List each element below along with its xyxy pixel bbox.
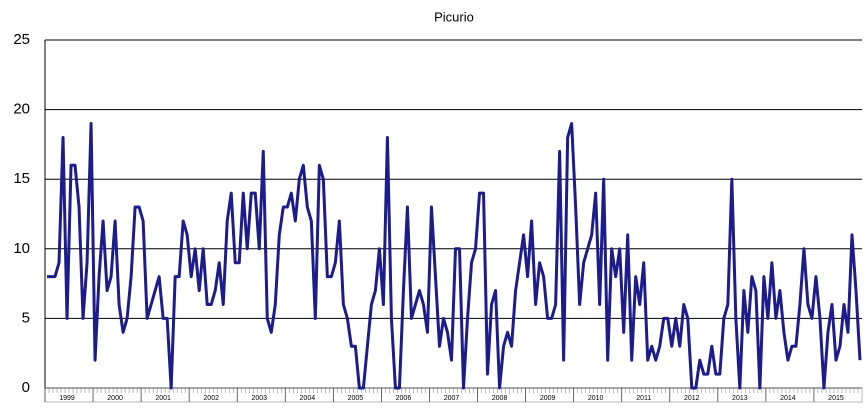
- x-tick-label: 2002: [203, 395, 219, 402]
- x-tick-label: 2007: [444, 395, 460, 402]
- x-tick-label: 2009: [540, 395, 556, 402]
- x-tick-label: 2003: [251, 395, 267, 402]
- y-tick-label: 5: [22, 309, 30, 326]
- x-tick-label: 2008: [492, 395, 508, 402]
- x-tick-label: 2012: [684, 395, 700, 402]
- x-tick-label: 2015: [828, 395, 844, 402]
- y-tick-label: 25: [13, 31, 30, 48]
- x-tick-label: 1999: [59, 395, 75, 402]
- data-line: [47, 122, 862, 390]
- x-tick-label: 2014: [780, 395, 796, 402]
- y-tick-label: 0: [22, 379, 30, 396]
- y-tick-label: 10: [13, 240, 30, 257]
- y-tick-label: 20: [13, 101, 30, 118]
- x-tick-label: 2006: [396, 395, 412, 402]
- x-tick-label: 2010: [588, 395, 604, 402]
- x-tick-label: 2000: [107, 395, 123, 402]
- y-tick-label: 15: [13, 170, 30, 187]
- x-tick-label: 2013: [732, 395, 748, 402]
- x-tick-label: 2005: [348, 395, 364, 402]
- x-tick-label: 2011: [636, 395, 651, 402]
- x-tick-label: 2004: [300, 395, 316, 402]
- chart-title: Picurio: [434, 9, 474, 24]
- x-tick-label: 2001: [155, 395, 171, 402]
